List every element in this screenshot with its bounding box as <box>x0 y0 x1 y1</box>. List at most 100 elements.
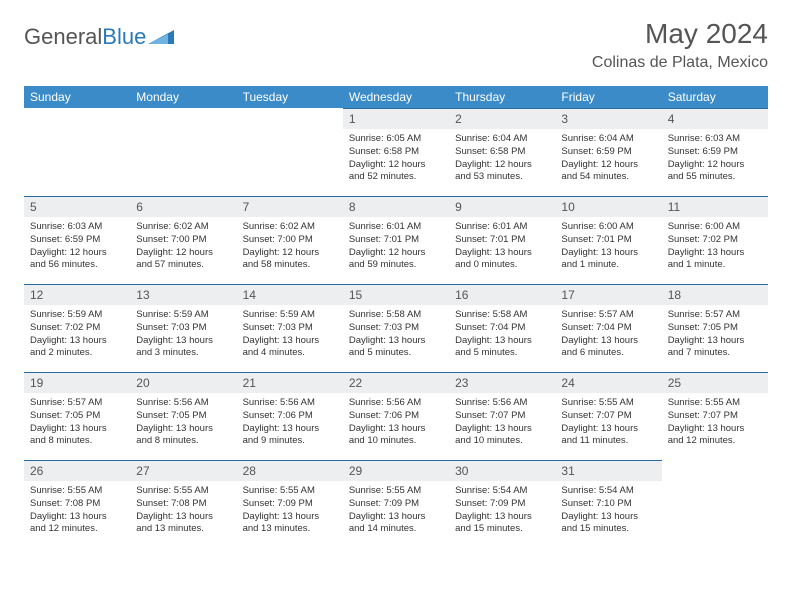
sunrise-text: Sunrise: 6:02 AM <box>243 221 337 234</box>
day-body: Sunrise: 6:02 AMSunset: 7:00 PMDaylight:… <box>130 217 236 278</box>
sunset-text: Sunset: 7:00 PM <box>136 234 230 247</box>
daylight-text: Daylight: 13 hours and 3 minutes. <box>136 335 230 361</box>
calendar-cell <box>130 108 236 196</box>
day-number: 22 <box>343 372 449 393</box>
day-number: 16 <box>449 284 555 305</box>
day-body: Sunrise: 5:56 AMSunset: 7:06 PMDaylight:… <box>343 393 449 454</box>
calendar-cell: 12Sunrise: 5:59 AMSunset: 7:02 PMDayligh… <box>24 284 130 372</box>
brand-text-2: Blue <box>102 24 146 50</box>
sunset-text: Sunset: 7:07 PM <box>561 410 655 423</box>
calendar-cell: 16Sunrise: 5:58 AMSunset: 7:04 PMDayligh… <box>449 284 555 372</box>
day-number: 14 <box>237 284 343 305</box>
daylight-text: Daylight: 12 hours and 57 minutes. <box>136 247 230 273</box>
sunset-text: Sunset: 7:02 PM <box>668 234 762 247</box>
sunset-text: Sunset: 7:03 PM <box>136 322 230 335</box>
sunrise-text: Sunrise: 5:55 AM <box>30 485 124 498</box>
calendar-table: SundayMondayTuesdayWednesdayThursdayFrid… <box>24 86 768 548</box>
day-body: Sunrise: 5:58 AMSunset: 7:03 PMDaylight:… <box>343 305 449 366</box>
sunset-text: Sunset: 7:05 PM <box>668 322 762 335</box>
calendar-cell: 21Sunrise: 5:56 AMSunset: 7:06 PMDayligh… <box>237 372 343 460</box>
daylight-text: Daylight: 13 hours and 8 minutes. <box>136 423 230 449</box>
day-body: Sunrise: 6:01 AMSunset: 7:01 PMDaylight:… <box>449 217 555 278</box>
sunrise-text: Sunrise: 5:57 AM <box>561 309 655 322</box>
day-body: Sunrise: 5:55 AMSunset: 7:08 PMDaylight:… <box>24 481 130 542</box>
daylight-text: Daylight: 13 hours and 13 minutes. <box>243 511 337 537</box>
day-number: 30 <box>449 460 555 481</box>
sunset-text: Sunset: 7:05 PM <box>30 410 124 423</box>
sunrise-text: Sunrise: 5:59 AM <box>136 309 230 322</box>
calendar-cell: 24Sunrise: 5:55 AMSunset: 7:07 PMDayligh… <box>555 372 661 460</box>
sunrise-text: Sunrise: 6:00 AM <box>668 221 762 234</box>
sunrise-text: Sunrise: 5:55 AM <box>136 485 230 498</box>
sunset-text: Sunset: 6:59 PM <box>668 146 762 159</box>
day-body: Sunrise: 5:55 AMSunset: 7:08 PMDaylight:… <box>130 481 236 542</box>
daylight-text: Daylight: 13 hours and 11 minutes. <box>561 423 655 449</box>
day-body: Sunrise: 5:58 AMSunset: 7:04 PMDaylight:… <box>449 305 555 366</box>
daylight-text: Daylight: 12 hours and 59 minutes. <box>349 247 443 273</box>
sunrise-text: Sunrise: 6:03 AM <box>668 133 762 146</box>
day-number: 11 <box>662 196 768 217</box>
sunrise-text: Sunrise: 5:56 AM <box>136 397 230 410</box>
brand-logo: GeneralBlue <box>24 18 174 50</box>
sunrise-text: Sunrise: 5:57 AM <box>30 397 124 410</box>
sunset-text: Sunset: 7:04 PM <box>455 322 549 335</box>
sunset-text: Sunset: 7:08 PM <box>30 498 124 511</box>
calendar-cell: 7Sunrise: 6:02 AMSunset: 7:00 PMDaylight… <box>237 196 343 284</box>
calendar-week-row: 5Sunrise: 6:03 AMSunset: 6:59 PMDaylight… <box>24 196 768 284</box>
sunset-text: Sunset: 7:06 PM <box>243 410 337 423</box>
daylight-text: Daylight: 13 hours and 9 minutes. <box>243 423 337 449</box>
calendar-cell <box>237 108 343 196</box>
sunrise-text: Sunrise: 6:01 AM <box>455 221 549 234</box>
daylight-text: Daylight: 13 hours and 1 minute. <box>668 247 762 273</box>
sunrise-text: Sunrise: 6:04 AM <box>455 133 549 146</box>
day-number: 12 <box>24 284 130 305</box>
sunrise-text: Sunrise: 6:02 AM <box>136 221 230 234</box>
sunset-text: Sunset: 7:07 PM <box>668 410 762 423</box>
day-number: 21 <box>237 372 343 393</box>
day-body: Sunrise: 5:56 AMSunset: 7:05 PMDaylight:… <box>130 393 236 454</box>
weekday-header: Friday <box>555 86 661 108</box>
day-number: 9 <box>449 196 555 217</box>
day-body: Sunrise: 6:04 AMSunset: 6:59 PMDaylight:… <box>555 129 661 190</box>
calendar-cell: 9Sunrise: 6:01 AMSunset: 7:01 PMDaylight… <box>449 196 555 284</box>
header: GeneralBlue May 2024 Colinas de Plata, M… <box>24 18 768 72</box>
day-number: 28 <box>237 460 343 481</box>
sunrise-text: Sunrise: 6:04 AM <box>561 133 655 146</box>
calendar-cell: 25Sunrise: 5:55 AMSunset: 7:07 PMDayligh… <box>662 372 768 460</box>
sunset-text: Sunset: 7:05 PM <box>136 410 230 423</box>
daylight-text: Daylight: 13 hours and 1 minute. <box>561 247 655 273</box>
day-body: Sunrise: 6:03 AMSunset: 6:59 PMDaylight:… <box>662 129 768 190</box>
calendar-cell: 30Sunrise: 5:54 AMSunset: 7:09 PMDayligh… <box>449 460 555 548</box>
day-body: Sunrise: 5:54 AMSunset: 7:10 PMDaylight:… <box>555 481 661 542</box>
calendar-cell: 19Sunrise: 5:57 AMSunset: 7:05 PMDayligh… <box>24 372 130 460</box>
calendar-cell: 18Sunrise: 5:57 AMSunset: 7:05 PMDayligh… <box>662 284 768 372</box>
calendar-cell: 17Sunrise: 5:57 AMSunset: 7:04 PMDayligh… <box>555 284 661 372</box>
calendar-cell: 26Sunrise: 5:55 AMSunset: 7:08 PMDayligh… <box>24 460 130 548</box>
calendar-cell: 2Sunrise: 6:04 AMSunset: 6:58 PMDaylight… <box>449 108 555 196</box>
sunrise-text: Sunrise: 6:05 AM <box>349 133 443 146</box>
day-body: Sunrise: 5:57 AMSunset: 7:05 PMDaylight:… <box>662 305 768 366</box>
daylight-text: Daylight: 12 hours and 56 minutes. <box>30 247 124 273</box>
day-body: Sunrise: 5:55 AMSunset: 7:09 PMDaylight:… <box>237 481 343 542</box>
title-block: May 2024 Colinas de Plata, Mexico <box>592 18 768 72</box>
calendar-week-row: 1Sunrise: 6:05 AMSunset: 6:58 PMDaylight… <box>24 108 768 196</box>
calendar-cell: 10Sunrise: 6:00 AMSunset: 7:01 PMDayligh… <box>555 196 661 284</box>
daylight-text: Daylight: 13 hours and 14 minutes. <box>349 511 443 537</box>
calendar-body: 1Sunrise: 6:05 AMSunset: 6:58 PMDaylight… <box>24 108 768 548</box>
calendar-head: SundayMondayTuesdayWednesdayThursdayFrid… <box>24 86 768 108</box>
daylight-text: Daylight: 13 hours and 15 minutes. <box>455 511 549 537</box>
calendar-cell: 5Sunrise: 6:03 AMSunset: 6:59 PMDaylight… <box>24 196 130 284</box>
day-body: Sunrise: 5:55 AMSunset: 7:09 PMDaylight:… <box>343 481 449 542</box>
day-body: Sunrise: 5:56 AMSunset: 7:06 PMDaylight:… <box>237 393 343 454</box>
sunset-text: Sunset: 7:09 PM <box>243 498 337 511</box>
daylight-text: Daylight: 12 hours and 52 minutes. <box>349 159 443 185</box>
day-number: 15 <box>343 284 449 305</box>
day-body: Sunrise: 6:00 AMSunset: 7:01 PMDaylight:… <box>555 217 661 278</box>
sunrise-text: Sunrise: 5:59 AM <box>30 309 124 322</box>
sunset-text: Sunset: 7:04 PM <box>561 322 655 335</box>
day-body: Sunrise: 5:59 AMSunset: 7:03 PMDaylight:… <box>130 305 236 366</box>
daylight-text: Daylight: 13 hours and 12 minutes. <box>668 423 762 449</box>
weekday-header: Tuesday <box>237 86 343 108</box>
sunset-text: Sunset: 7:02 PM <box>30 322 124 335</box>
daylight-text: Daylight: 13 hours and 5 minutes. <box>455 335 549 361</box>
